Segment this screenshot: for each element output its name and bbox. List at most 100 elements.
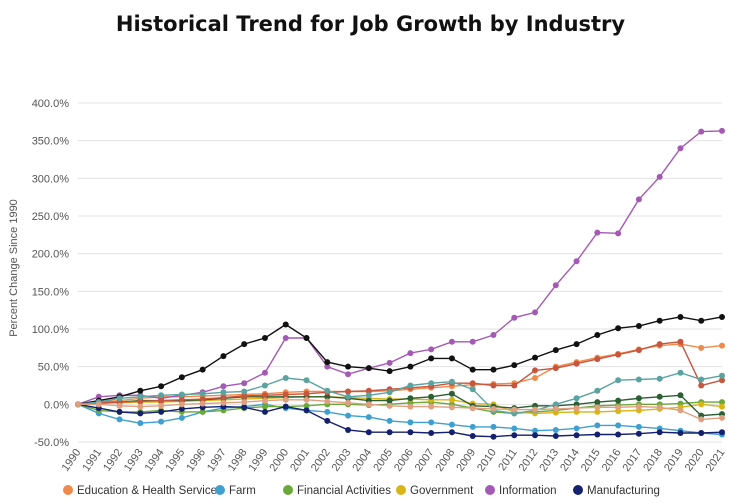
data-point — [137, 410, 144, 417]
data-point — [615, 397, 622, 404]
data-point — [552, 432, 559, 439]
series-line — [77, 401, 722, 415]
data-point — [428, 380, 435, 387]
y-tick-label: 400.0% — [32, 98, 70, 110]
data-point — [552, 365, 559, 372]
legend-marker — [283, 485, 293, 495]
data-point — [137, 387, 144, 394]
series-line — [77, 316, 723, 405]
data-point — [615, 431, 622, 438]
x-tick-label: 1999 — [247, 447, 271, 474]
data-point — [365, 401, 372, 408]
data-point — [345, 363, 352, 370]
x-tick-label: 2017 — [620, 447, 644, 474]
data-point — [448, 355, 455, 362]
data-point — [490, 405, 497, 412]
data-point — [158, 397, 165, 404]
data-point — [261, 335, 268, 342]
data-point — [615, 404, 622, 411]
data-point — [282, 403, 289, 410]
data-point — [511, 382, 518, 389]
data-point — [490, 423, 497, 430]
data-point — [324, 387, 331, 394]
data-point — [719, 372, 725, 379]
legend-marker — [396, 485, 406, 495]
data-point — [552, 347, 559, 354]
data-point — [656, 393, 663, 400]
data-point — [448, 404, 455, 411]
data-point — [469, 423, 476, 430]
data-point — [282, 374, 289, 381]
x-tick-label: 2001 — [288, 447, 312, 474]
data-point — [532, 374, 539, 381]
x-tick-label: 1993 — [122, 447, 146, 474]
data-point — [116, 402, 123, 409]
legend-item[interactable]: Government — [396, 485, 474, 497]
data-point — [448, 378, 455, 385]
series-line — [77, 403, 723, 436]
data-point — [552, 401, 559, 408]
data-point — [656, 173, 663, 180]
series-line — [77, 130, 723, 405]
x-tick-label: 2002 — [309, 447, 333, 474]
data-point — [552, 426, 559, 433]
data-point — [303, 335, 310, 342]
data-point — [241, 404, 248, 411]
x-tick-label: 2003 — [330, 447, 354, 474]
data-point — [698, 429, 705, 436]
legend-item[interactable]: Education & Health Services — [63, 485, 223, 497]
data-point — [365, 392, 372, 399]
data-point — [532, 432, 539, 439]
data-point — [241, 393, 248, 400]
legend-label: Farm — [229, 485, 256, 497]
data-point — [220, 383, 227, 390]
data-point — [137, 403, 144, 410]
data-point — [199, 408, 206, 415]
data-point — [573, 395, 580, 402]
data-point — [615, 351, 622, 358]
data-point — [677, 313, 684, 320]
data-point — [532, 427, 539, 434]
data-point — [677, 338, 684, 345]
data-point — [158, 402, 165, 409]
data-point — [511, 406, 518, 413]
legend-item[interactable]: Farm — [215, 485, 256, 497]
data-point — [324, 408, 331, 415]
data-point — [386, 389, 393, 396]
data-point — [490, 382, 497, 389]
data-point — [719, 414, 725, 421]
y-tick-label: 200.0% — [32, 249, 70, 261]
data-point — [677, 369, 684, 376]
x-tick-label: 2008 — [434, 447, 458, 474]
data-point — [698, 376, 705, 383]
data-point — [594, 399, 601, 406]
data-point — [511, 314, 518, 321]
data-point — [677, 145, 684, 152]
data-point — [656, 317, 663, 324]
legend-item[interactable]: Financial Activities — [283, 485, 391, 497]
data-point — [698, 416, 705, 423]
data-point — [552, 282, 559, 289]
legend-item[interactable]: Manufacturing — [573, 485, 660, 497]
data-point — [532, 354, 539, 361]
legend-marker — [573, 485, 583, 495]
data-point — [428, 346, 435, 353]
data-point — [573, 405, 580, 412]
series-line — [77, 393, 723, 417]
data-point — [241, 388, 248, 395]
data-point — [428, 403, 435, 410]
data-point — [573, 425, 580, 432]
data-point — [199, 400, 206, 407]
legend-item[interactable]: Information — [485, 485, 557, 497]
x-tick-label: 2007 — [413, 447, 437, 474]
data-point — [594, 387, 601, 394]
data-point — [594, 404, 601, 411]
x-tick-label: 2021 — [704, 447, 728, 474]
data-point — [324, 363, 331, 370]
data-point — [345, 412, 352, 419]
data-point — [178, 401, 185, 408]
data-point — [199, 366, 206, 373]
data-point — [677, 407, 684, 414]
data-point — [324, 417, 331, 424]
